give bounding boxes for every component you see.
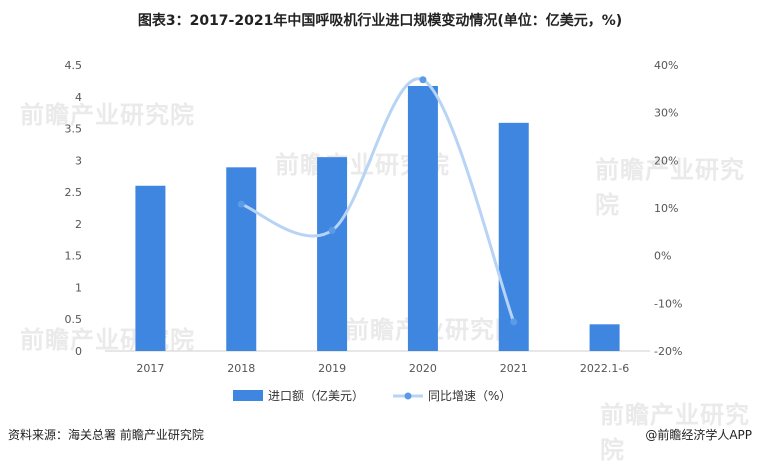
brand-label: @前瞻经济学人APP — [645, 428, 752, 442]
y-left-tick-label: 4 — [75, 91, 82, 104]
y-right-tick-label: 30% — [654, 107, 678, 120]
growth-point — [419, 76, 427, 84]
y-left-tick-label: 1 — [75, 281, 82, 294]
bar — [407, 85, 438, 352]
y-left-tick-label: 0.5 — [65, 313, 83, 326]
legend-line-label: 同比增速（%） — [428, 389, 511, 403]
y-right-tick-label: 0% — [654, 250, 671, 263]
growth-line — [240, 77, 516, 323]
y-right-tick-label: -20% — [654, 345, 682, 358]
legend-bar-swatch — [233, 390, 263, 401]
bar — [589, 324, 620, 351]
y-left-tick-label: 2 — [75, 218, 82, 231]
source-note: 资料来源：海关总署 前瞻产业研究院 — [8, 428, 204, 442]
legend-line-marker — [404, 392, 412, 400]
growth-point — [328, 226, 336, 234]
bar — [498, 122, 529, 351]
bar — [135, 185, 166, 351]
y-right-tick-label: 20% — [654, 154, 678, 167]
y-right-tick-label: 10% — [654, 202, 678, 215]
y-left-tick-label: 2.5 — [65, 186, 83, 199]
y-left-tick-label: 0 — [75, 345, 82, 358]
y-right-tick-label: 40% — [654, 59, 678, 72]
x-tick-label: 2021 — [500, 362, 528, 375]
y-left-tick-label: 1.5 — [65, 250, 83, 263]
y-right-tick-label: -10% — [654, 297, 682, 310]
x-tick-label: 2020 — [409, 362, 437, 375]
chart-title: 图表3：2017-2021年中国呼吸机行业进口规模变动情况(单位：亿美元，%) — [137, 13, 623, 29]
y-left-tick-label: 3.5 — [65, 123, 83, 136]
y-left-tick-label: 3 — [75, 154, 82, 167]
legend-bar-label: 进口额（亿美元） — [268, 388, 364, 403]
bar — [317, 157, 348, 351]
growth-point — [510, 318, 518, 326]
chart: 0 0.5 1 1.5 2 2.5 3 3.5 4 4.5 -20% -10% 0% 10% 20% 30% 4… — [65, 59, 683, 403]
bar — [226, 167, 257, 351]
y-left-tick-label: 4.5 — [65, 59, 83, 72]
x-tick-label: 2019 — [318, 362, 346, 375]
x-tick-label: 2017 — [136, 362, 164, 375]
growth-point — [237, 200, 245, 208]
x-tick-label: 2022.1-6 — [580, 362, 629, 375]
x-tick-label: 2018 — [227, 362, 255, 375]
